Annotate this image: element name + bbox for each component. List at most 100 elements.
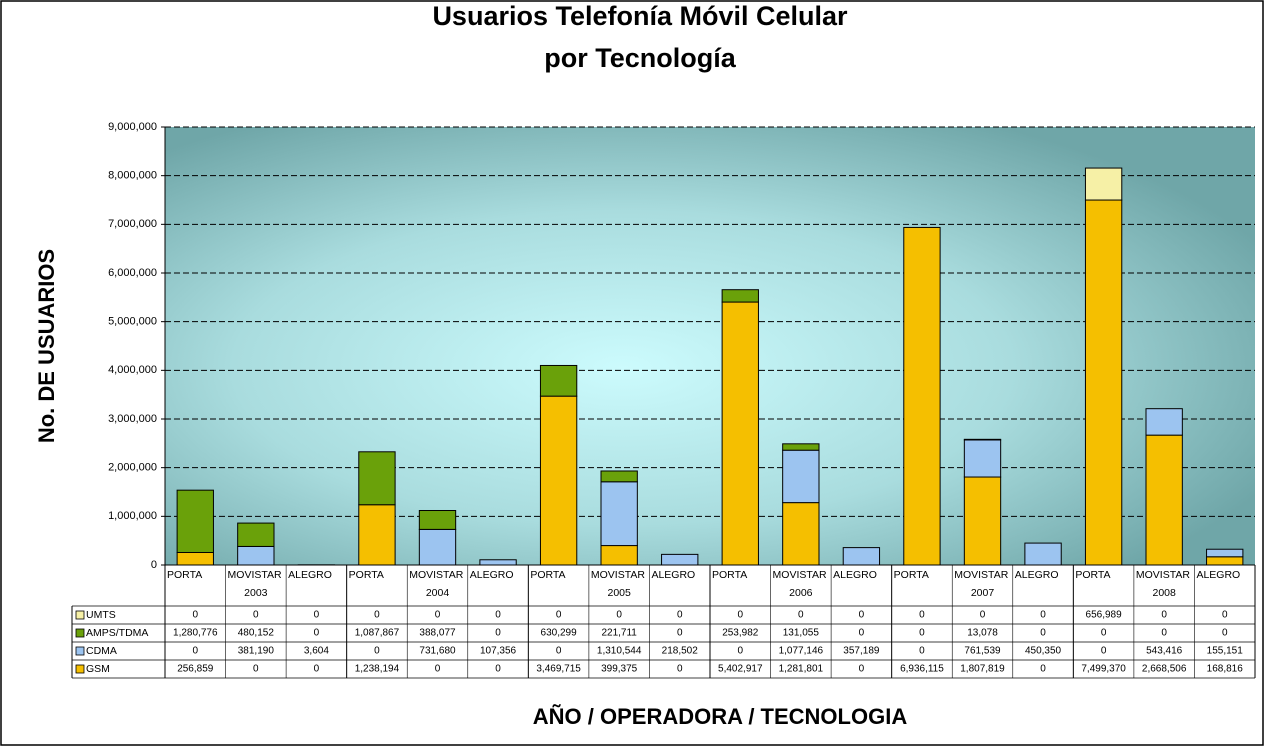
table-value: 0 <box>192 646 198 657</box>
table-value: 761,539 <box>964 646 1001 657</box>
year-label: 2006 <box>789 587 813 599</box>
y-tick-label: 7,000,000 <box>108 218 157 230</box>
table-value: 0 <box>1222 628 1228 639</box>
bar-segment <box>1145 408 1183 436</box>
bar-segment <box>963 476 1002 566</box>
table-value: 256,859 <box>177 664 214 675</box>
legend-swatch <box>75 628 85 638</box>
chart-title: Usuarios Telefonía Móvil Celular <box>432 1 848 31</box>
year-label: 2004 <box>426 587 450 599</box>
bar-segment <box>782 449 820 504</box>
table-value: 131,055 <box>783 628 820 639</box>
bar-segment <box>1206 548 1244 558</box>
x-tick-label: PORTA <box>1075 569 1110 581</box>
table-value: 0 <box>314 610 320 621</box>
table-value: 0 <box>737 610 743 621</box>
y-tick-label: 0 <box>151 559 157 571</box>
bar-segment <box>479 559 517 566</box>
table-value: 13,078 <box>967 628 998 639</box>
table-value: 0 <box>495 664 501 675</box>
table-value: 0 <box>919 628 925 639</box>
x-tick-label: MOVISTAR <box>1136 569 1190 581</box>
legend-label: CDMA <box>86 645 117 657</box>
table-value: 0 <box>980 610 986 621</box>
table-value: 0 <box>677 664 683 675</box>
bar-segment <box>903 226 941 566</box>
bar-segment <box>1084 167 1123 201</box>
table-value: 0 <box>677 628 683 639</box>
chart-subtitle: por Tecnología <box>544 43 736 73</box>
table-value: 0 <box>1040 664 1046 675</box>
legend-swatch <box>75 646 85 656</box>
table-value: 0 <box>1161 610 1167 621</box>
bar-segment <box>782 443 820 451</box>
x-axis-label: AÑO / OPERADORA / TECNOLOGIA <box>533 704 908 729</box>
bar-segment <box>237 545 275 566</box>
table-value: 731,680 <box>419 646 456 657</box>
table-value: 1,087,867 <box>355 628 400 639</box>
y-axis-label: No. DE USUARIOS <box>34 249 59 443</box>
table-value: 3,469,715 <box>536 664 581 675</box>
table-value: 0 <box>556 610 562 621</box>
bar-segment <box>842 547 881 566</box>
table-value: 1,807,819 <box>960 664 1005 675</box>
y-tick-label: 3,000,000 <box>108 413 157 425</box>
table-value: 543,416 <box>1146 646 1183 657</box>
table-value: 0 <box>192 610 198 621</box>
table-value: 107,356 <box>480 646 517 657</box>
bar-segment <box>539 395 578 566</box>
table-value: 0 <box>253 610 259 621</box>
table-value: 0 <box>556 646 562 657</box>
legend-label: UMTS <box>86 609 116 621</box>
table-value: 0 <box>919 646 925 657</box>
x-tick-label: PORTA <box>167 569 202 581</box>
table-value: 0 <box>1040 610 1046 621</box>
table-value: 656,989 <box>1086 610 1123 621</box>
table-value: 155,151 <box>1207 646 1244 657</box>
legend-label: GSM <box>86 663 110 675</box>
table-value: 381,190 <box>238 646 275 657</box>
table-value: 630,299 <box>541 628 578 639</box>
x-tick-label: PORTA <box>530 569 565 581</box>
year-label: 2008 <box>1152 587 1176 599</box>
x-tick-label: MOVISTAR <box>773 569 827 581</box>
bar-segment <box>1084 199 1123 566</box>
y-tick-label: 4,000,000 <box>108 364 157 376</box>
bar-segment <box>782 502 820 566</box>
table-value: 2,668,506 <box>1142 664 1187 675</box>
table-value: 0 <box>374 646 380 657</box>
table-value: 3,604 <box>304 646 329 657</box>
table-value: 450,350 <box>1025 646 1062 657</box>
table-value: 357,189 <box>843 646 880 657</box>
table-value: 1,077,146 <box>779 646 824 657</box>
table-value: 0 <box>919 610 925 621</box>
y-tick-label: 9,000,000 <box>108 121 157 133</box>
table-value: 388,077 <box>419 628 456 639</box>
table-value: 0 <box>314 664 320 675</box>
bar-segment <box>358 451 396 506</box>
bar-segment <box>963 438 1002 441</box>
bar-segment <box>237 522 275 547</box>
year-label: 2005 <box>607 587 631 599</box>
table-value: 1,310,544 <box>597 646 642 657</box>
table-value: 0 <box>435 610 441 621</box>
table-value: 0 <box>435 664 441 675</box>
table-value: 253,982 <box>722 628 759 639</box>
table-value: 0 <box>495 628 501 639</box>
bar-segment <box>418 510 457 530</box>
bar-segment <box>600 545 638 566</box>
table-value: 221,711 <box>601 628 637 639</box>
x-tick-label: ALEGRO <box>651 569 695 581</box>
x-tick-label: ALEGRO <box>288 569 332 581</box>
table-value: 0 <box>1101 628 1107 639</box>
table-value: 0 <box>616 610 622 621</box>
bar-segment <box>600 481 638 547</box>
table-value: 6,936,115 <box>900 664 944 675</box>
legend-label: AMPS/TDMA <box>86 627 148 639</box>
x-tick-label: ALEGRO <box>470 569 514 581</box>
table-value: 7,499,370 <box>1081 664 1126 675</box>
table-value: 399,375 <box>601 664 638 675</box>
bar-segment <box>176 489 214 553</box>
